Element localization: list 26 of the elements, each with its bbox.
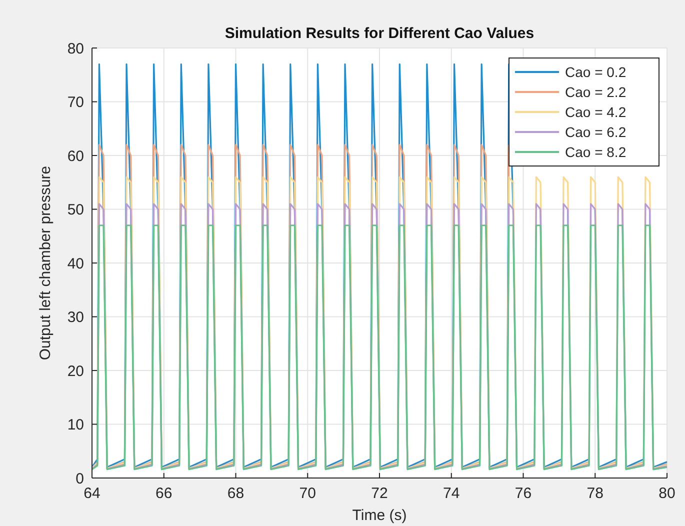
legend-label: Cao = 4.2	[565, 104, 626, 120]
chart-title: Simulation Results for Different Cao Values	[224, 25, 534, 42]
x-tick-label: 74	[443, 485, 460, 502]
y-tick-label: 80	[67, 40, 84, 58]
y-tick-label: 30	[67, 309, 84, 326]
y-tick-label: 0	[76, 470, 84, 488]
y-tick-label: 70	[67, 94, 84, 111]
x-axis-title: Time (s)	[352, 507, 407, 524]
legend-label: Cao = 0.2	[565, 64, 626, 80]
legend-label: Cao = 2.2	[565, 84, 626, 100]
x-tick-label: 80	[658, 485, 676, 502]
x-tick-label: 76	[514, 485, 532, 502]
y-tick-label: 40	[67, 255, 84, 272]
y-tick-label: 50	[67, 202, 84, 218]
x-tick-label: 64	[84, 485, 100, 502]
x-tick-label: 68	[227, 485, 244, 502]
x-tick-label: 78	[586, 485, 604, 502]
y-tick-label: 10	[67, 416, 84, 434]
legend-label: Cao = 6.2	[565, 124, 626, 140]
y-tick-label: 20	[67, 362, 84, 380]
x-tick-label: 72	[371, 485, 388, 502]
legend-label: Cao = 8.2	[565, 144, 626, 160]
y-tick-label: 60	[67, 148, 84, 165]
y-axis-title: Output left chamber pressure	[37, 166, 54, 360]
x-tick-label: 66	[156, 485, 172, 502]
x-tick-label: 70	[299, 485, 316, 502]
